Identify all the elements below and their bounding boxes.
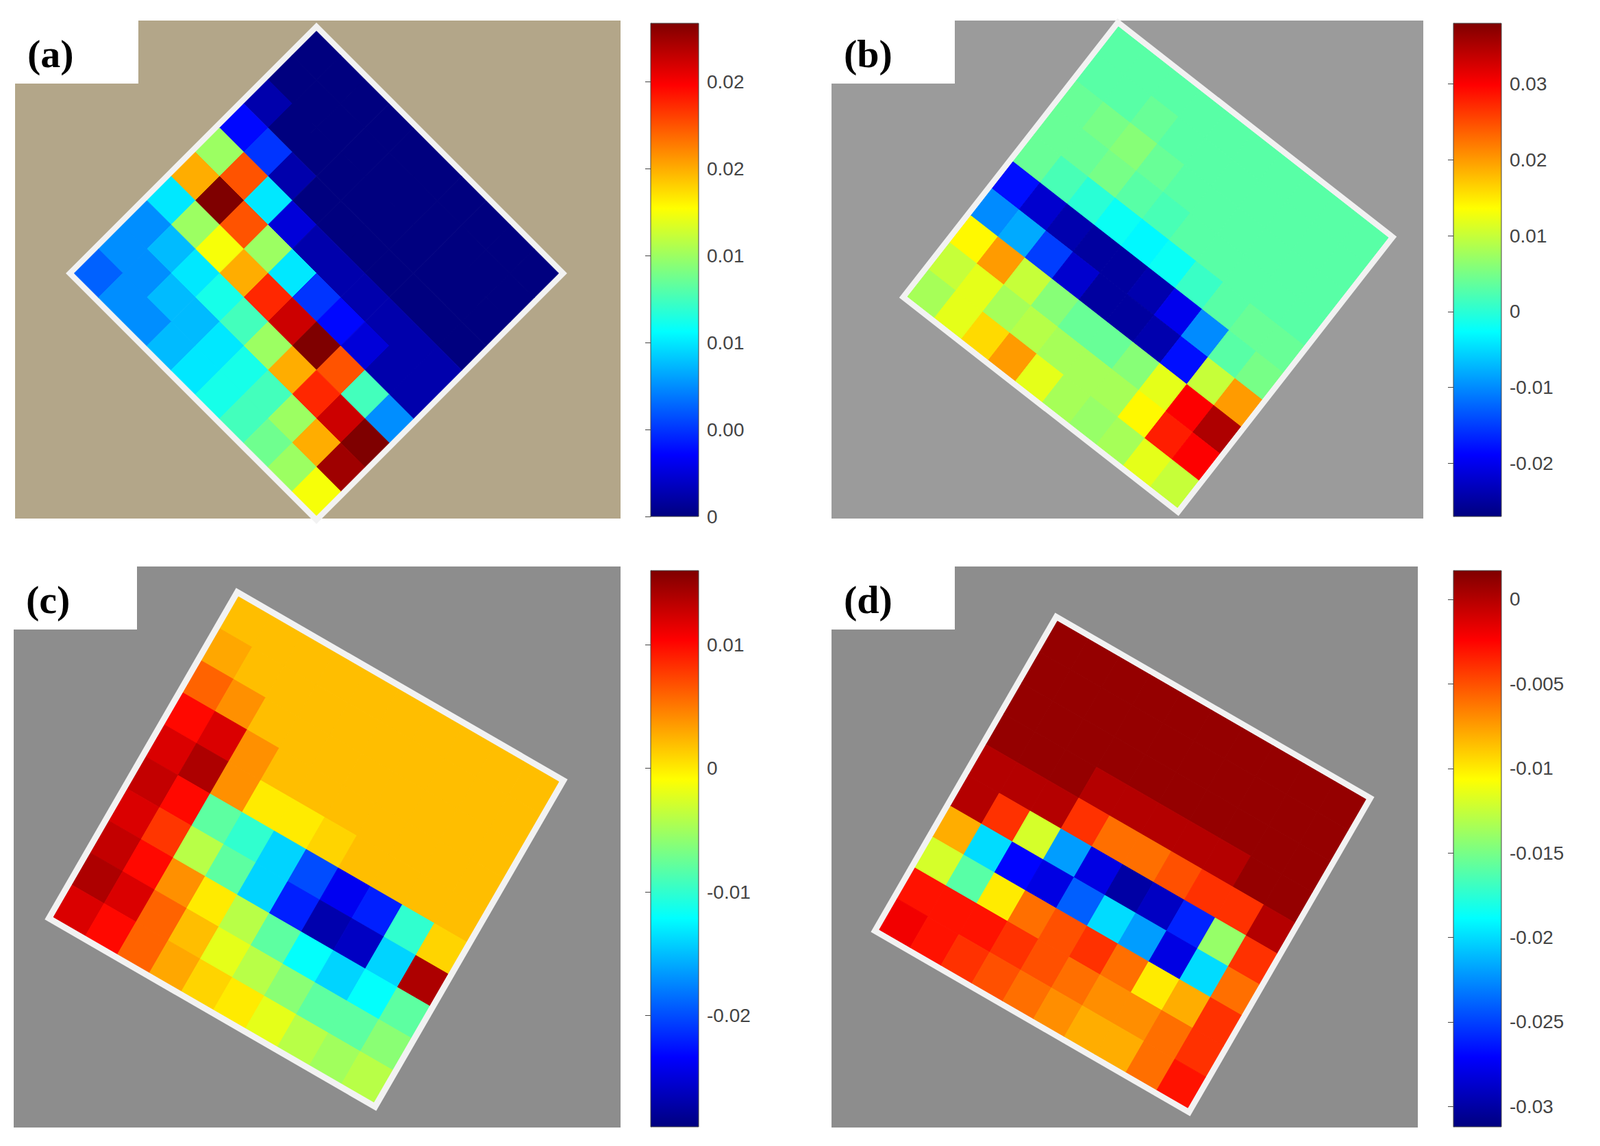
svg-text:0.02: 0.02 (706, 158, 745, 180)
svg-text:-0.02: -0.02 (1509, 926, 1554, 948)
svg-text:-0.005: -0.005 (1509, 673, 1564, 695)
svg-text:-0.01: -0.01 (706, 881, 751, 903)
svg-text:0.00: 0.00 (706, 419, 745, 441)
svg-text:0.02: 0.02 (706, 71, 745, 93)
svg-text:0.01: 0.01 (706, 245, 745, 267)
svg-text:-0.01: -0.01 (1509, 376, 1554, 398)
svg-text:-0.015: -0.015 (1509, 842, 1564, 864)
svg-text:(d): (d) (843, 577, 893, 622)
svg-text:-0.01: -0.01 (1509, 757, 1554, 779)
svg-text:0: 0 (706, 757, 718, 779)
svg-text:-0.02: -0.02 (1509, 452, 1554, 474)
svg-text:0.02: 0.02 (1509, 149, 1548, 171)
svg-text:0.03: 0.03 (1509, 73, 1548, 95)
svg-text:-0.025: -0.025 (1509, 1010, 1564, 1033)
svg-text:0: 0 (706, 506, 718, 528)
svg-text:0.01: 0.01 (706, 332, 745, 354)
svg-text:(c): (c) (26, 577, 70, 622)
svg-text:0: 0 (1509, 588, 1521, 610)
svg-text:(b): (b) (843, 31, 893, 77)
svg-text:0.01: 0.01 (1509, 225, 1548, 247)
svg-text:-0.03: -0.03 (1509, 1095, 1554, 1118)
svg-text:0.01: 0.01 (706, 634, 745, 656)
svg-text:-0.02: -0.02 (706, 1004, 751, 1027)
svg-text:(a): (a) (27, 31, 74, 77)
svg-text:0: 0 (1509, 300, 1521, 322)
